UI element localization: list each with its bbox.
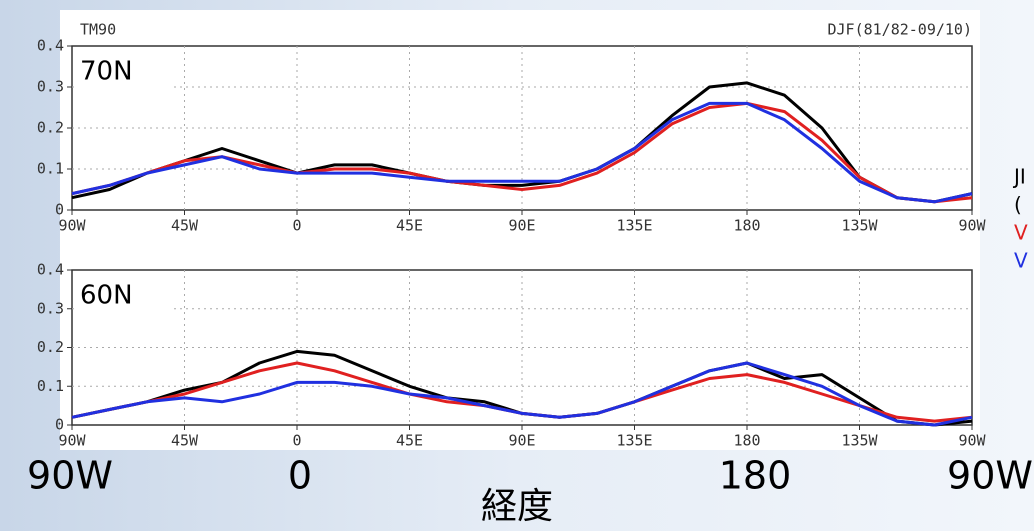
x-tick-label: 90W (958, 432, 986, 450)
footer-x-label: 0 (288, 454, 312, 498)
side-label: V (1014, 221, 1028, 245)
x-tick-label: 135W (841, 432, 878, 450)
series-line (71, 101, 973, 204)
x-tick-label: 45E (396, 217, 423, 235)
x-tick-label: 135E (616, 217, 652, 235)
footer-x-label: 90W (27, 454, 113, 498)
side-label: V (1014, 249, 1028, 273)
footer-x-label: 90W (947, 454, 1033, 498)
x-tick-label: 180 (733, 217, 760, 235)
y-tick-label: 0.3 (37, 78, 64, 96)
footer-x-label: 180 (719, 454, 792, 498)
y-tick-label: 0.2 (37, 338, 64, 356)
y-tick-label: 0.4 (37, 37, 64, 55)
y-tick-label: 0 (55, 416, 64, 434)
x-tick-label: 180 (733, 432, 760, 450)
header-left: TM90 (80, 21, 116, 39)
x-tick-label: 135W (841, 217, 878, 235)
y-tick-label: 0.3 (37, 299, 64, 317)
y-tick-label: 0.1 (37, 377, 64, 395)
annotation-box (76, 50, 174, 90)
x-tick-label: 0 (292, 217, 301, 235)
side-label: JI (1012, 165, 1026, 189)
footer-axis-label: 経度 (481, 486, 553, 527)
x-tick-label: 45E (396, 432, 423, 450)
y-tick-label: 0.2 (37, 119, 64, 137)
x-tick-label: 0 (292, 432, 301, 450)
panel-label: 70N (80, 57, 133, 87)
annotation-box (76, 274, 174, 314)
x-tick-label: 45W (171, 217, 199, 235)
series-line (71, 361, 973, 427)
x-tick-label: 90E (508, 217, 535, 235)
x-tick-label: 90W (58, 217, 86, 235)
side-label: ( (1014, 193, 1022, 217)
y-tick-label: 0.4 (37, 261, 64, 279)
x-tick-label: 45W (171, 432, 199, 450)
y-tick-label: 0.1 (37, 160, 64, 178)
series-line (71, 81, 973, 204)
x-tick-label: 90W (58, 432, 86, 450)
panel-label: 60N (80, 281, 133, 311)
x-tick-label: 90E (508, 432, 535, 450)
x-tick-label: 90W (958, 217, 986, 235)
y-tick-label: 0 (55, 201, 64, 219)
header-right: DJF(81/82-09/10) (828, 21, 973, 39)
x-tick-label: 135E (616, 432, 652, 450)
